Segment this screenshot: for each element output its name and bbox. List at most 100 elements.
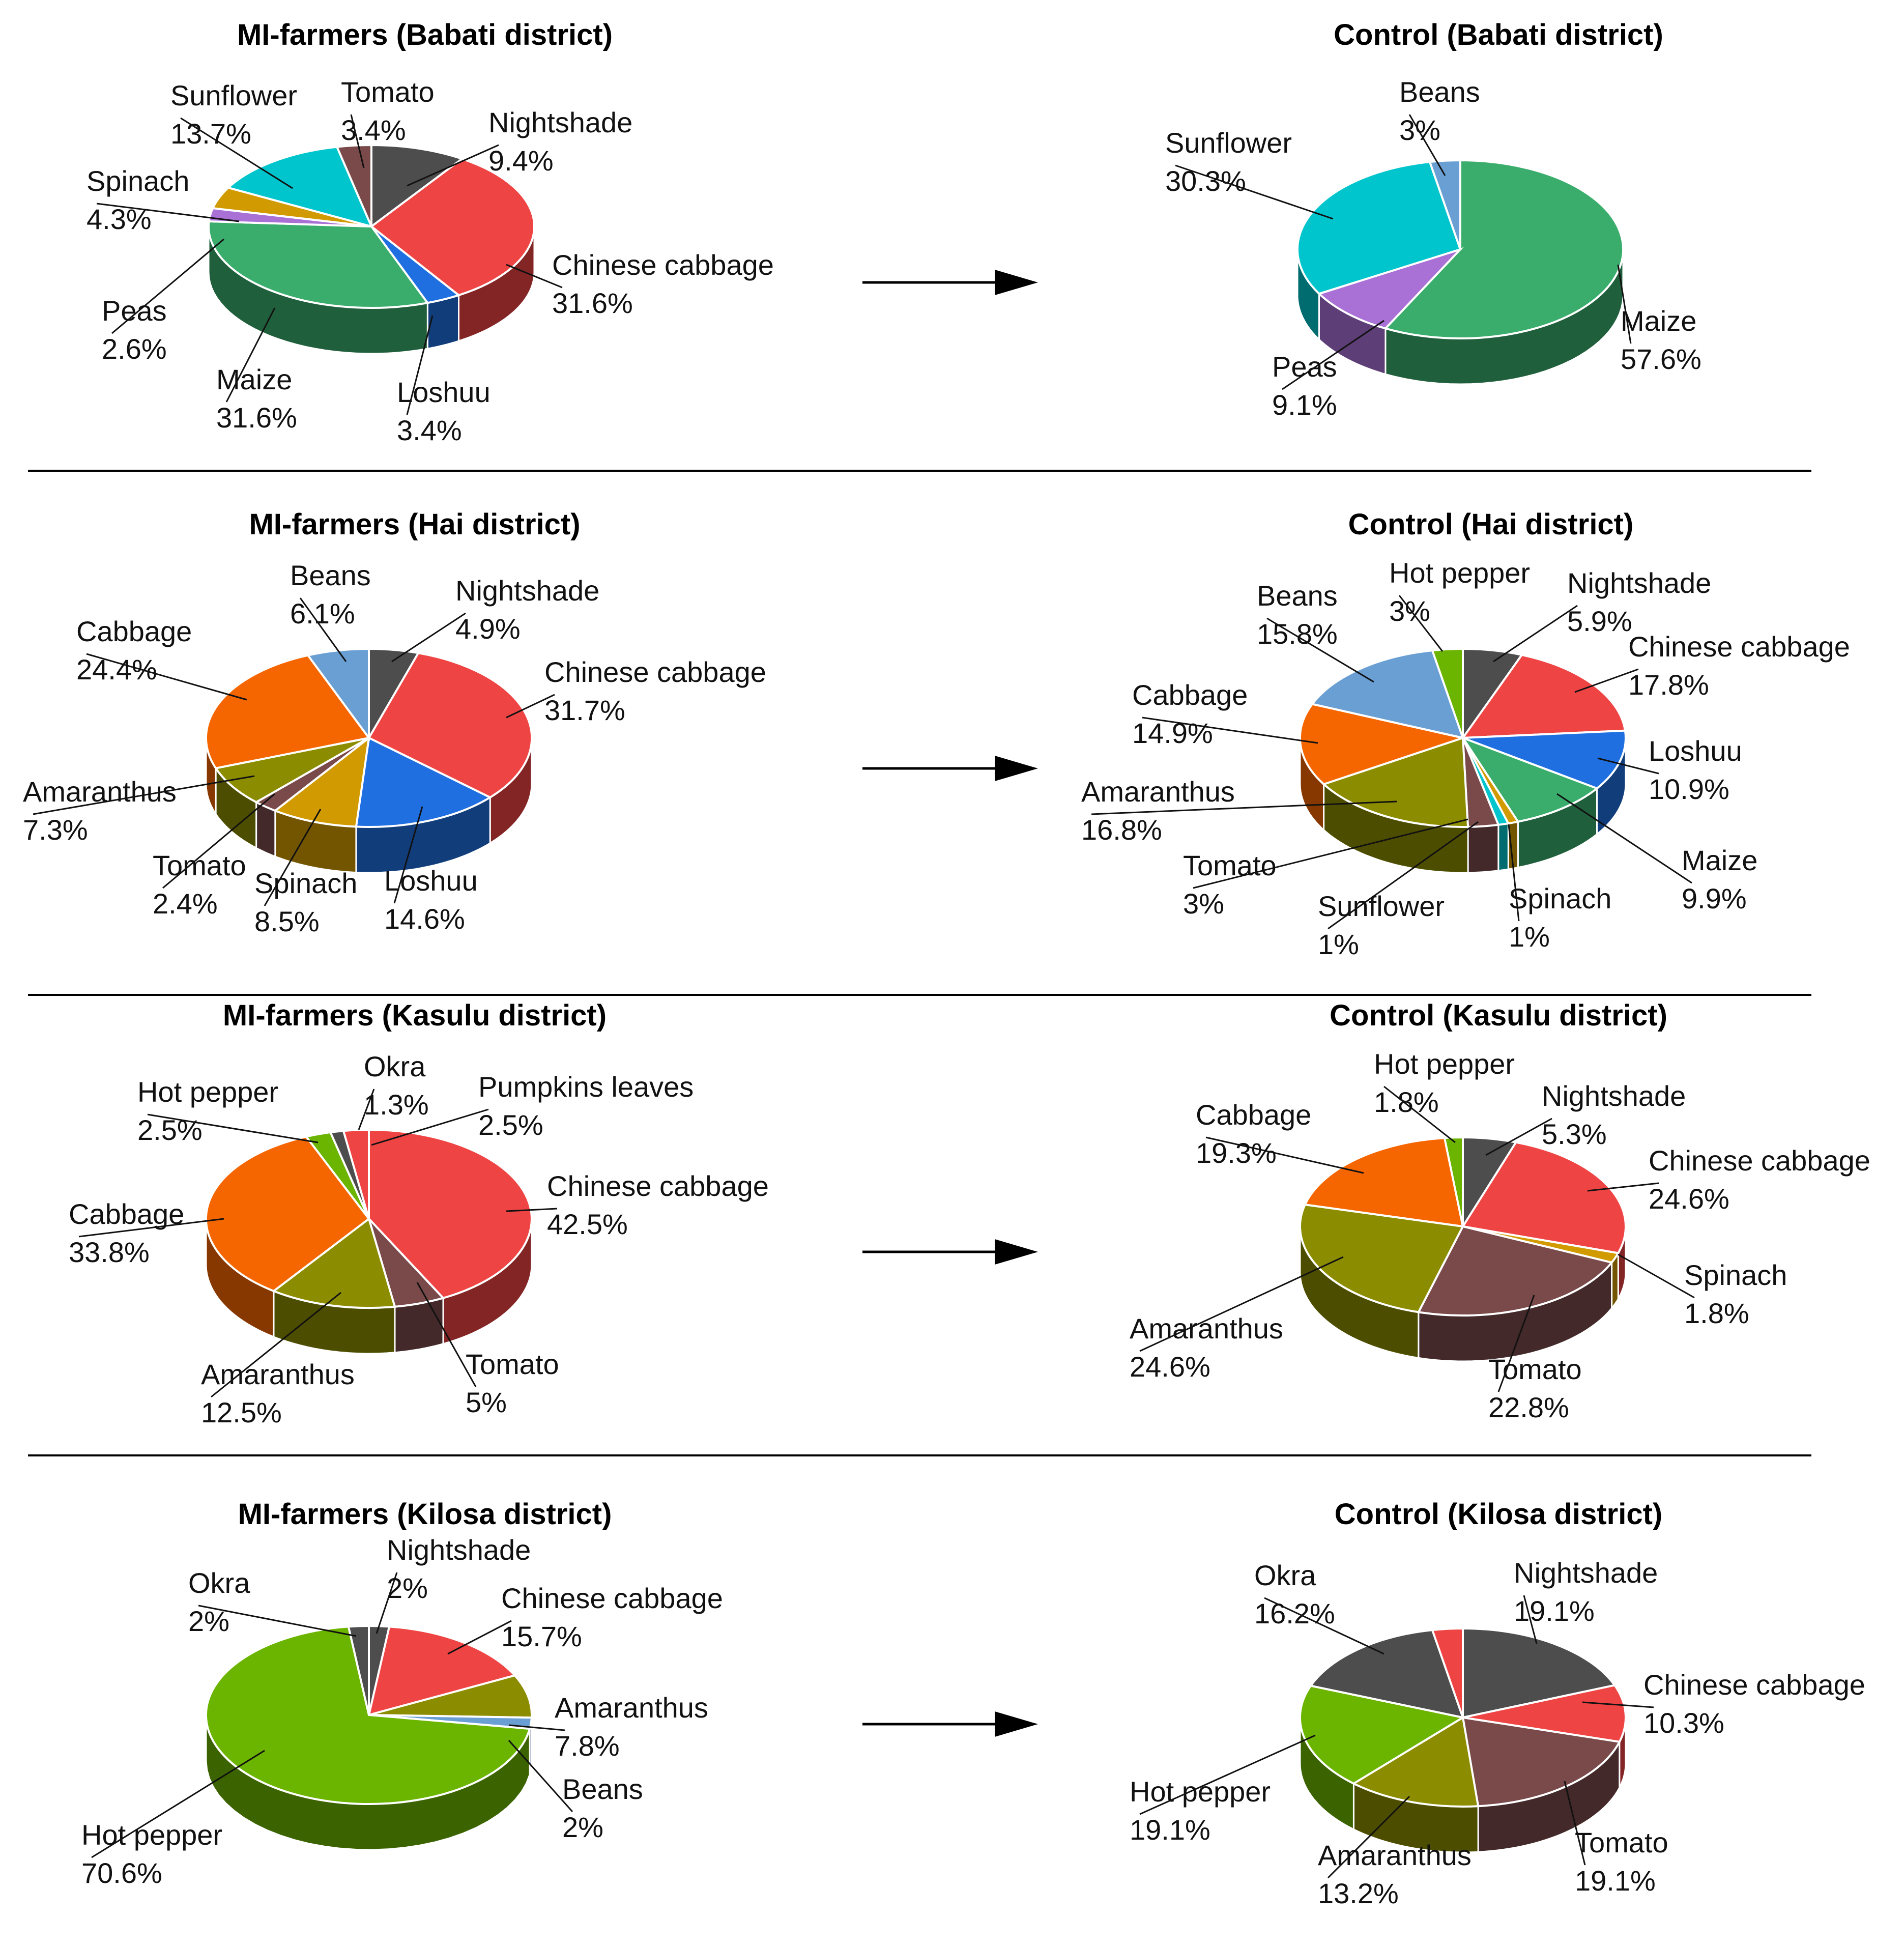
pie-slice-sunflower [226,146,373,228]
pie-slice-cabbage [1303,1136,1464,1228]
slice-value: 70.6% [81,1857,162,1889]
pie-slice-nightshade [1462,1627,1617,1719]
slice-value: 19.1% [1130,1814,1210,1846]
slice-value: 14.9% [1132,717,1213,749]
slice-value: 9.4% [488,145,554,177]
slice-name: Tomato [341,76,435,108]
slice-name: Nightshade [488,106,632,138]
leader-line [406,315,434,415]
leader-line [91,1750,265,1858]
leader-line [111,238,224,334]
leader-line [86,653,247,701]
slice-name: Beans [562,1773,643,1805]
charts-layer: MI-farmers (Babati district) Nightshade 9.… [23,18,1870,1909]
slice-name: Sunflower [1318,890,1445,922]
slice-name: Okra [364,1050,426,1082]
slice-label-nightshade: Nightshade 5.9% [1493,567,1711,663]
slice-label-spinach: Spinach 8.5% [254,809,357,937]
slice-label-chinese-cabbage: Chinese cabbage 17.8% [1574,631,1850,701]
slice-name: Amaranthus [1130,1312,1283,1344]
leader-line [407,144,499,187]
slice-name: Chinese cabbage [547,1170,769,1202]
pie-slice-okra [347,1624,370,1715]
pie-chart-6: Control (Kasulu district)Nightshade5.3%C… [1130,999,1870,1423]
leader-line [358,1089,375,1130]
slice-name: Cabbage [69,1198,184,1230]
slice-value: 5.3% [1542,1118,1607,1150]
pie-side-loshuu [426,294,459,350]
slice-label-tomato: Tomato 19.1% [1564,1781,1668,1897]
slice-name: Beans [1257,580,1338,612]
leader-line [350,114,365,168]
leader-line [508,1724,565,1731]
pie-slice-beans [1428,159,1461,250]
slice-value: 31.6% [216,402,297,434]
leader-line [1328,821,1479,930]
pie-chart-4: Control (Hai district) Nightshade 5.9%Chin… [1081,508,1850,960]
pie-slice-peas [1317,247,1464,330]
pie-slice-amaranthus [1351,1715,1480,1808]
leader-line [225,307,276,403]
leader-line [1142,717,1318,744]
slice-name: Nightshade [1542,1080,1686,1112]
slice-name: Tomato [466,1348,559,1380]
slice-label-amaranthus: Amaranthus 24.6% [1130,1256,1344,1383]
slice-label-okra: Okra 1.3% [358,1050,429,1130]
slice-value: 17.8% [1628,669,1709,701]
slice-label-beans: Beans 2% [508,1740,643,1843]
slice-value: 2.4% [153,888,218,920]
leader-line [1175,164,1334,220]
pie-slice-tomato [1461,1716,1621,1808]
slice-label-hot-pepper: Hot pepper 2.5% [137,1076,319,1146]
pie-slice-amaranthus [1299,1203,1465,1313]
slice-name: Chinese cabbage [1649,1144,1870,1177]
slice-value: 22.8% [1488,1391,1569,1423]
leader-line [299,597,347,662]
slice-name: Loshuu [1649,735,1742,767]
slice-value: 7.3% [23,814,88,846]
slice-label-sunflower: Sunflower 13.7% [170,79,297,189]
chart-title: MI-farmers (Kilosa district) [238,1498,612,1531]
slice-name: Cabbage [76,615,192,647]
arrow [862,270,1038,295]
slice-name: Hot pepper [137,1076,278,1108]
leader-line [78,1218,224,1238]
leader-line [1327,1795,1410,1879]
slice-value: 2% [387,1572,428,1604]
slice-label-peas: Peas 9.1% [1272,320,1384,421]
slice-label-chinese-cabbage: Chinese cabbage 24.6% [1587,1144,1870,1215]
slice-value: 31.6% [552,287,633,319]
leader-line [1408,114,1446,176]
pie-slice-chinese-cabbage [1431,1627,1464,1718]
slice-value: 16.2% [1254,1597,1335,1629]
leader-line [1582,1701,1654,1708]
slice-value: 42.5% [547,1208,628,1240]
chart-title: Control (Hai district) [1348,508,1634,541]
pie-slice-hot-pepper [1299,1684,1466,1785]
slice-label-loshuu: Loshuu 14.6% [384,806,478,935]
slice-name: Sunflower [1165,127,1292,159]
slice-name: Chinese cabbage [501,1582,723,1614]
slice-name: Peas [102,295,167,327]
slice-name: Pumpkins leaves [478,1071,694,1103]
slice-label-cabbage: Cabbage 14.9% [1132,679,1318,749]
slice-value: 10.9% [1649,773,1729,805]
pie-slice-chinese-cabbage [367,1625,517,1716]
slice-value: 4.9% [455,613,521,645]
chart-title: Control (Kilosa district) [1335,1498,1662,1531]
slice-value: 10.3% [1643,1707,1724,1739]
slice-label-amaranthus: Amaranthus 13.2% [1318,1795,1472,1909]
slice-value: 1.8% [1374,1086,1439,1118]
slice-label-tomato: Tomato 22.8% [1488,1295,1582,1423]
leader-line [147,1113,319,1143]
slice-label-tomato: Tomato 5% [416,1282,559,1418]
leader-line [1523,1595,1538,1644]
slice-name: Chinese cabbage [552,249,774,281]
slice-value: 33.8% [69,1236,150,1268]
slice-label-sunflower: Sunflower 1% [1318,821,1479,960]
slice-name: Spinach [1509,882,1611,914]
slice-label-chinese-cabbage: Chinese cabbage 10.3% [1582,1669,1865,1739]
leader-line [416,1282,477,1387]
pie-chart-7: MI-farmers (Kilosa district)Nightshade 2%… [81,1498,723,1889]
slice-value: 8.5% [254,905,320,937]
